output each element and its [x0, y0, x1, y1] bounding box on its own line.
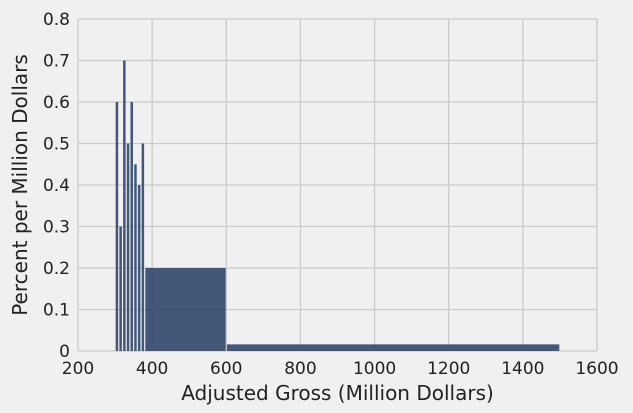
x-tick-labels: 200 400 600 800 1000 1200 1400 1600 [62, 359, 619, 379]
histogram-bar [123, 60, 126, 351]
histogram-bar [137, 185, 141, 351]
y-tick-label: 0.6 [43, 93, 70, 113]
x-tick-label: 1200 [427, 359, 470, 379]
histogram-bar [126, 143, 130, 351]
histogram-bar [130, 102, 134, 351]
x-tick-label: 1400 [501, 359, 544, 379]
histogram-bar [145, 268, 226, 351]
y-tick-label: 0 [59, 342, 70, 362]
y-tick-label: 0.1 [43, 301, 70, 321]
y-axis-label: Percent per Million Dollars [8, 54, 32, 316]
y-tick-label: 0.3 [43, 218, 70, 238]
x-tick-label: 200 [62, 359, 94, 379]
y-tick-labels: 0 0.1 0.2 0.3 0.4 0.5 0.6 0.7 0.8 [43, 10, 70, 362]
y-tick-label: 0.5 [43, 135, 70, 155]
grid [77, 18, 598, 352]
y-tick-label: 0.2 [43, 259, 70, 279]
histogram-bar [226, 344, 560, 351]
x-axis-label: Adjusted Gross (Million Dollars) [181, 381, 494, 405]
x-tick-label: 1000 [353, 359, 396, 379]
x-tick-label: 1600 [575, 359, 618, 379]
histogram-bar [119, 226, 122, 351]
histogram-bar [115, 102, 119, 351]
y-tick-label: 0.8 [43, 10, 70, 30]
bars [115, 60, 560, 351]
x-tick-label: 600 [210, 359, 242, 379]
x-tick-label: 800 [284, 359, 316, 379]
x-tick-label: 400 [136, 359, 168, 379]
histogram-bar [134, 164, 137, 351]
histogram-bar [141, 143, 145, 351]
y-tick-label: 0.7 [43, 52, 70, 72]
y-tick-label: 0.4 [43, 176, 70, 196]
